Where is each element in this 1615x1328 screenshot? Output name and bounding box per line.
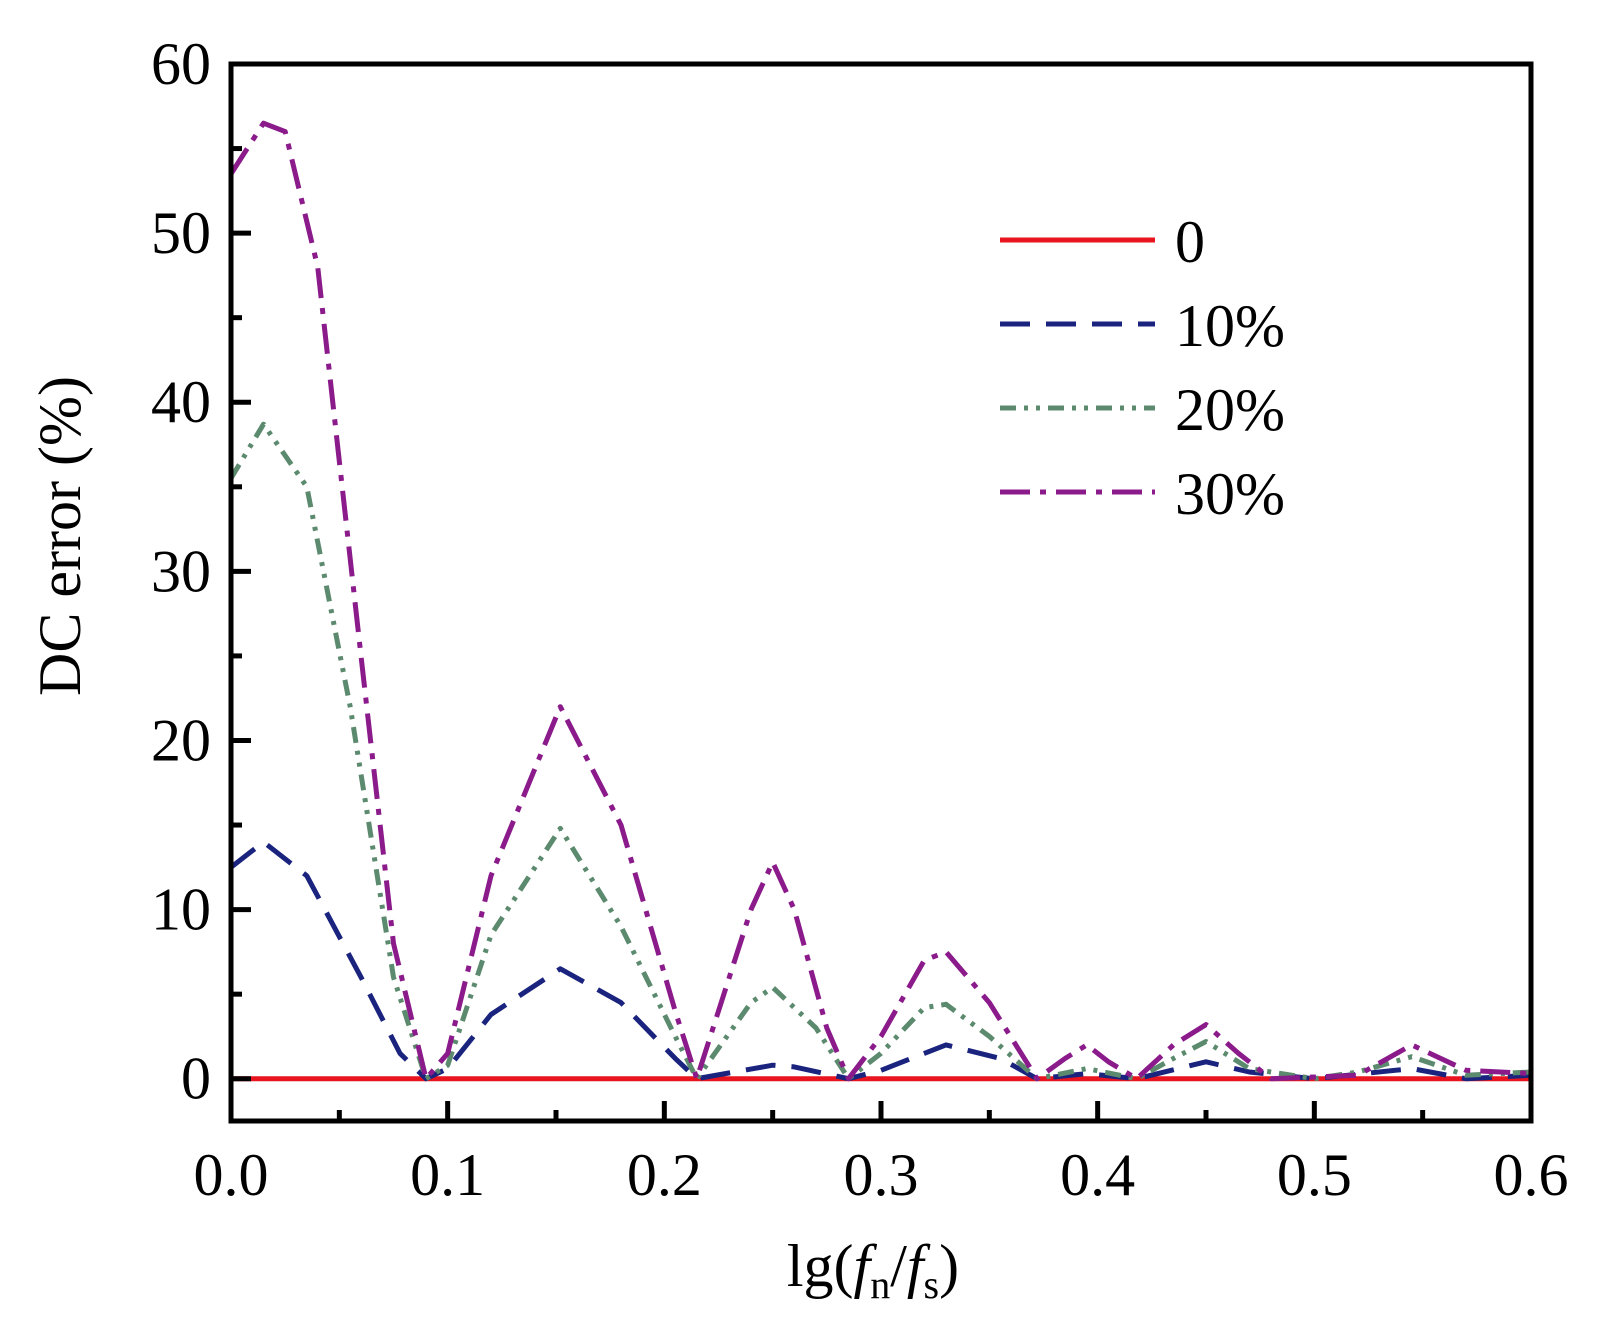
y-tick-label: 50 bbox=[151, 200, 211, 266]
y-tick-label: 60 bbox=[151, 31, 211, 97]
series-line-10pct bbox=[231, 839, 1531, 1082]
y-tick-label: 30 bbox=[151, 538, 211, 604]
legend-label: 30% bbox=[1175, 461, 1285, 527]
plot-frame bbox=[228, 61, 1534, 1124]
x-axis-title: lg(fn/fs) bbox=[787, 1233, 959, 1307]
y-tick-label: 40 bbox=[151, 369, 211, 435]
legend-label: 0 bbox=[1175, 209, 1205, 275]
legend-label: 20% bbox=[1175, 377, 1285, 443]
x-axis-title-suffix: ) bbox=[939, 1233, 959, 1299]
x-tick-label: 0.2 bbox=[627, 1142, 702, 1208]
y-tick-label: 10 bbox=[151, 877, 211, 943]
x-axis-title-slash: / bbox=[890, 1233, 907, 1299]
x-tick-label: 0.4 bbox=[1060, 1142, 1135, 1208]
x-tick-label: 0.6 bbox=[1494, 1142, 1569, 1208]
legend-label: 10% bbox=[1175, 293, 1285, 359]
ticks-layer bbox=[228, 61, 1534, 1121]
x-axis-title-prefix: lg( bbox=[787, 1233, 854, 1299]
x-axis-title-sub2: s bbox=[924, 1262, 940, 1307]
series-line-30pct bbox=[231, 120, 1531, 1082]
x-tick-label: 0.3 bbox=[844, 1142, 919, 1208]
legend: 0 10% 20% 30% bbox=[1000, 209, 1285, 527]
series-layer bbox=[231, 120, 1531, 1082]
x-axis-title-sub1: n bbox=[870, 1262, 890, 1307]
y-tick-label: 20 bbox=[151, 707, 211, 773]
x-tick-label: 0.5 bbox=[1277, 1142, 1352, 1208]
x-tick-label: 0.1 bbox=[410, 1142, 485, 1208]
series-line-20pct bbox=[231, 421, 1531, 1082]
x-tick-label: 0.0 bbox=[194, 1142, 269, 1208]
tick-labels-layer: 0.0 0.1 0.2 0.3 0.4 0.5 0.6 0 10 20 30 40 50 60 bbox=[151, 31, 1569, 1208]
y-tick-label: 0 bbox=[181, 1046, 211, 1112]
y-axis-title: DC error (%) bbox=[27, 376, 93, 696]
